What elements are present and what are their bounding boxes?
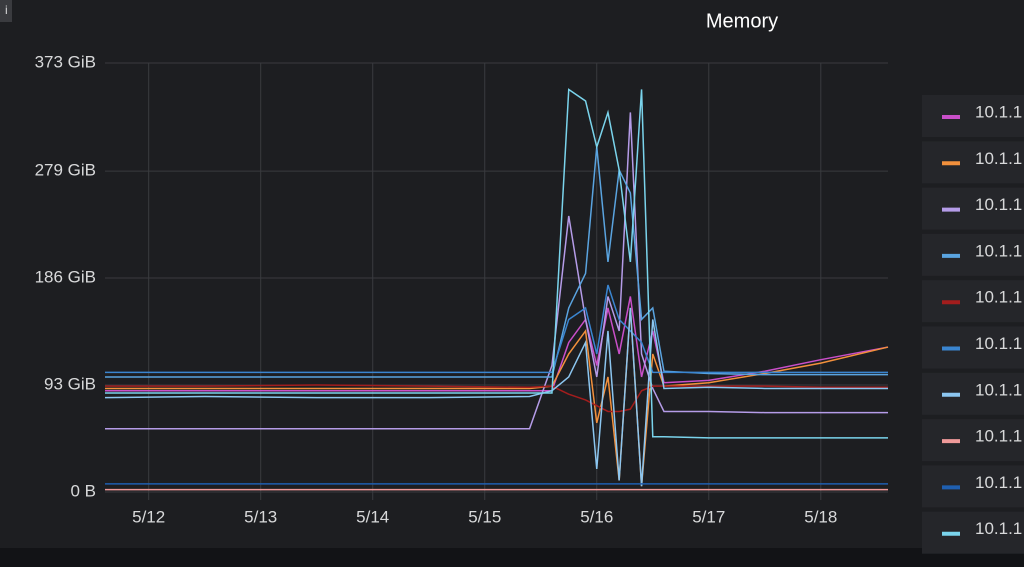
legend-item-bg — [922, 95, 1024, 137]
legend-label[interactable]: 10.1.1 — [975, 334, 1022, 353]
series-line — [105, 146, 888, 378]
footer-bg — [0, 548, 1024, 567]
legend-label[interactable]: 10.1.1 — [975, 241, 1022, 260]
x-tick-label: 5/13 — [244, 507, 277, 526]
legend-item-bg — [922, 465, 1024, 508]
legend-label[interactable]: 10.1.1 — [975, 149, 1022, 168]
series-line — [105, 88, 888, 439]
legend-item-bg — [922, 280, 1024, 323]
x-tick-label: 5/12 — [132, 507, 165, 526]
series-line — [105, 296, 889, 392]
panel-bg — [0, 0, 1024, 548]
series-line — [105, 284, 888, 374]
legend-label[interactable]: 10.1.1 — [975, 427, 1022, 446]
y-tick-label: 279 GiB — [35, 161, 96, 180]
legend-item-bg — [922, 233, 1024, 276]
legend-item-bg — [922, 372, 1024, 415]
y-tick-label: 93 GiB — [44, 374, 96, 393]
legend-item-bg — [922, 326, 1024, 369]
legend-label[interactable]: 10.1.1 — [975, 288, 1022, 307]
legend-item-bg — [922, 187, 1024, 230]
legend-label[interactable]: 10.1.1 — [975, 195, 1022, 214]
x-tick-label: 5/17 — [692, 507, 725, 526]
legend-label[interactable]: 10.1.1 — [975, 102, 1022, 121]
series-line — [105, 307, 889, 487]
x-tick-label: 5/15 — [468, 507, 501, 526]
legend-item-bg — [922, 141, 1024, 184]
legend-label[interactable]: 10.1.1 — [975, 473, 1022, 492]
legend-label[interactable]: 10.1.1 — [975, 380, 1022, 399]
legend-label[interactable]: 10.1.1 — [975, 519, 1022, 538]
y-tick-label: 0 B — [70, 481, 96, 500]
y-tick-label: 186 GiB — [35, 268, 96, 287]
y-tick-label: 373 GiB — [35, 52, 96, 71]
info-icon[interactable] — [0, 0, 12, 22]
legend-item-bg — [922, 419, 1024, 462]
info-icon-glyph: i — [5, 3, 8, 17]
series-line — [105, 112, 888, 430]
series-line — [105, 384, 888, 413]
x-tick-label: 5/16 — [580, 507, 613, 526]
series-line — [104, 307, 888, 487]
x-tick-label: 5/18 — [804, 507, 837, 526]
x-tick-label: 5/14 — [356, 507, 389, 526]
legend-item-bg — [922, 511, 1024, 554]
chart-title: Memory — [706, 10, 778, 32]
